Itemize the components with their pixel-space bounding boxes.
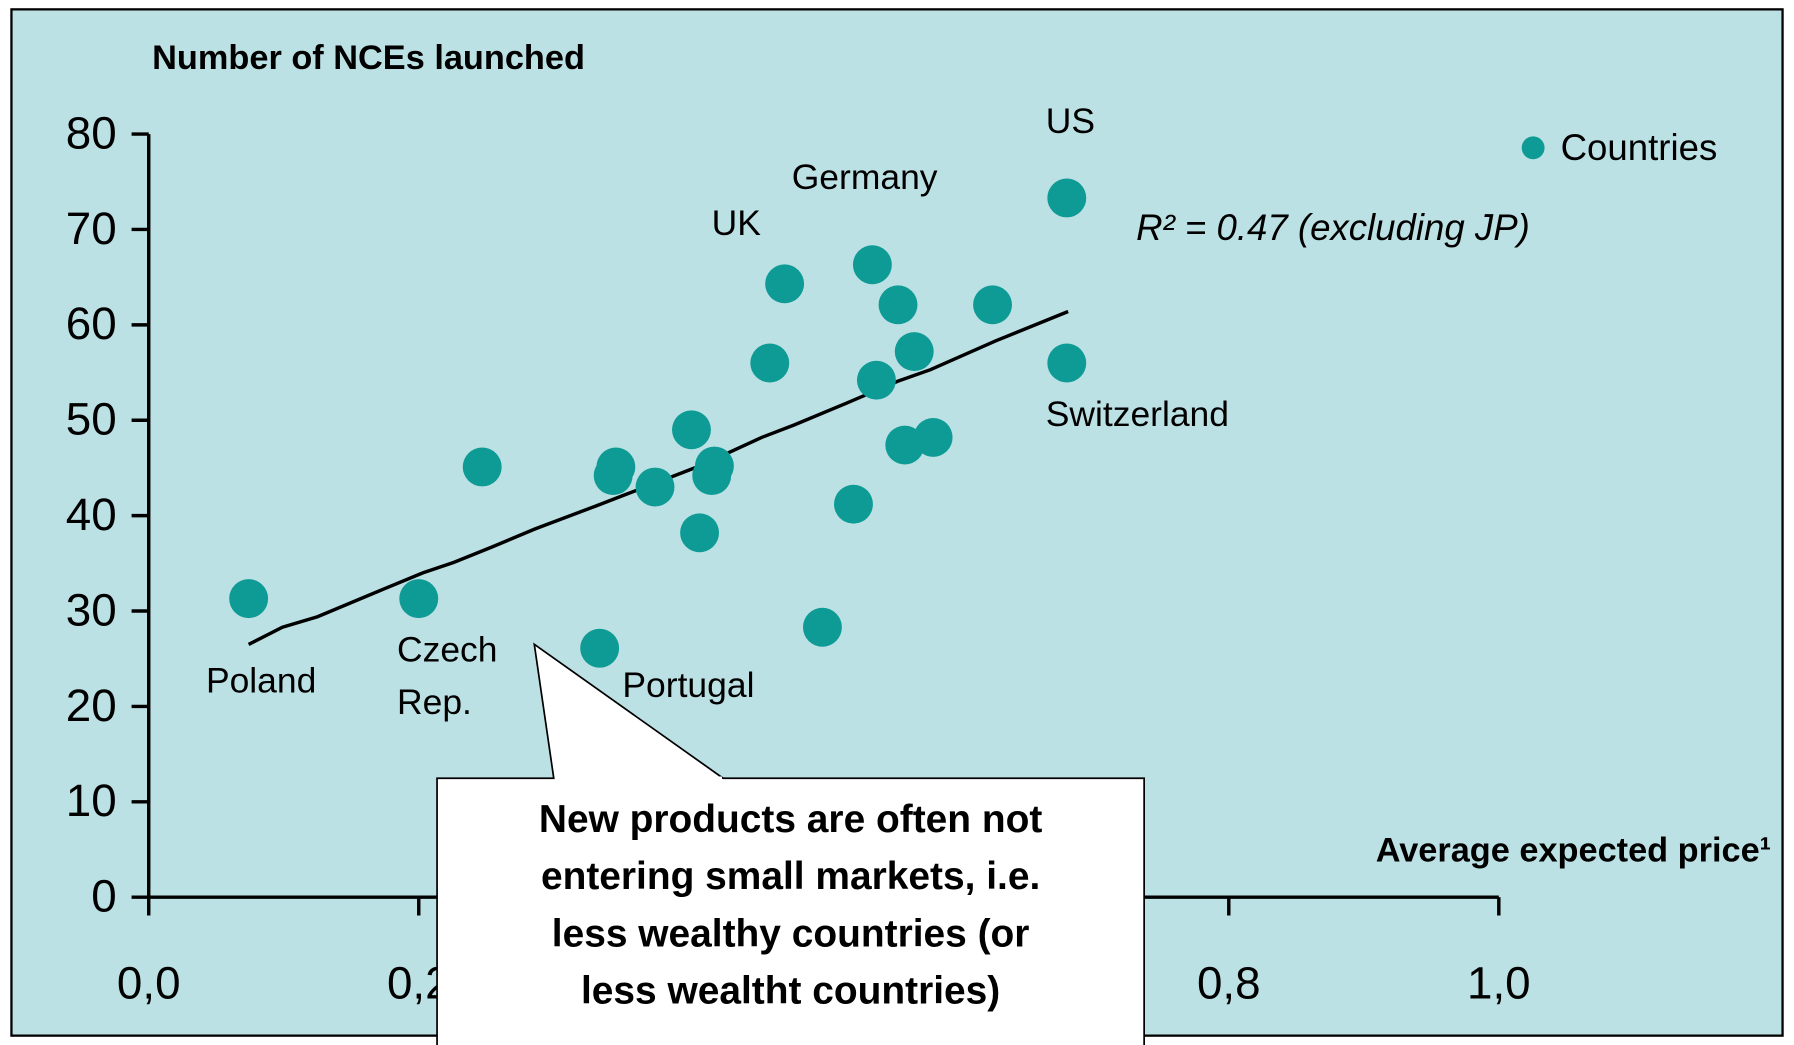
point-label: Czech Rep. [397, 630, 498, 723]
callout-text: less wealtht countries) [581, 970, 1000, 1013]
callout-box [436, 642, 1145, 1045]
x-axis-title: Average expected price¹ [1376, 832, 1771, 870]
data-point [913, 417, 953, 457]
data-point [852, 245, 892, 285]
y-tick-label: 30 [66, 584, 117, 635]
point-label: Poland [206, 661, 316, 701]
point-label: Portugal [622, 665, 754, 705]
y-tick-label: 80 [66, 107, 117, 158]
data-point [834, 484, 873, 524]
data-point [635, 467, 675, 507]
x-tick-label: 1,0 [1467, 958, 1531, 1009]
data-point [765, 264, 805, 304]
point-label: Germany [792, 157, 938, 197]
data-point [399, 579, 439, 619]
data-point [802, 607, 842, 647]
y-tick-label: 50 [66, 394, 117, 445]
y-tick-label: 70 [66, 203, 117, 254]
legend-marker [1521, 136, 1545, 160]
y-tick-label: 40 [66, 489, 117, 540]
legend-label: Countries [1561, 127, 1718, 168]
data-point [229, 579, 269, 619]
point-label: Switzerland [1046, 394, 1229, 434]
data-point [878, 285, 918, 325]
data-point [1047, 178, 1087, 218]
point-label: US [1046, 101, 1095, 141]
data-point [750, 343, 790, 383]
data-point [580, 628, 620, 668]
data-point [593, 456, 633, 496]
y-tick-label: 10 [66, 775, 117, 826]
callout-text: New products are often not [539, 798, 1043, 841]
data-point [1047, 343, 1087, 383]
x-tick-label: 0,0 [117, 958, 181, 1009]
data-point [973, 285, 1012, 325]
data-point [894, 332, 934, 372]
r-squared-annotation: R² = 0.47 (excluding JP) [1136, 207, 1530, 248]
trendline [247, 309, 1069, 646]
y-tick-label: 0 [91, 871, 116, 922]
y-axis-title: Number of NCEs launched [152, 39, 585, 77]
x-tick-label: 0,8 [1197, 958, 1261, 1009]
y-tick-label: 20 [66, 680, 117, 731]
data-point [680, 513, 720, 553]
data-point [692, 456, 732, 496]
callout-text: entering small markets, i.e. [541, 855, 1040, 898]
y-tick-label: 60 [66, 298, 117, 349]
data-point [856, 360, 896, 400]
data-point [672, 410, 711, 450]
data-point [462, 447, 502, 487]
callout-text: less wealthy countries (or [552, 912, 1030, 955]
point-label: UK [712, 203, 762, 243]
